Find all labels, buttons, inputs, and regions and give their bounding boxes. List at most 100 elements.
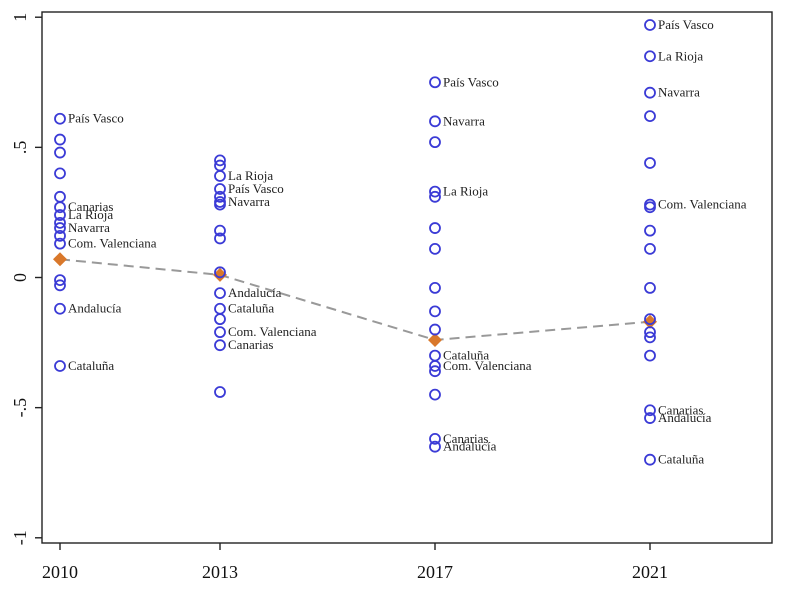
data-point [429, 136, 441, 149]
y-tick-label: .5 [10, 141, 30, 155]
data-point [54, 229, 66, 242]
data-point-label: Canarias [658, 402, 703, 417]
data-point [54, 201, 66, 214]
data-point-label: Navarra [443, 113, 485, 128]
data-point [429, 115, 441, 128]
data-point-label: Navarra [658, 85, 700, 100]
data-point [429, 440, 441, 453]
data-point [214, 326, 226, 339]
data-point [54, 279, 66, 292]
mean-marker [643, 314, 657, 329]
data-point-label: Com. Valenciana [658, 197, 747, 212]
data-point-label: Cataluña [68, 358, 114, 373]
data-point [644, 86, 656, 99]
data-point [644, 282, 656, 294]
data-point [214, 232, 226, 245]
data-point-label: País Vasco [658, 17, 714, 32]
data-point [429, 282, 441, 294]
data-point [54, 209, 66, 221]
y-tick-label: -.5 [10, 398, 30, 418]
data-point [644, 331, 656, 344]
data-point [214, 302, 226, 315]
data-point [54, 360, 66, 372]
data-point [54, 216, 66, 229]
data-point [429, 305, 441, 318]
data-point [214, 266, 226, 279]
mean-line [59, 258, 651, 341]
mean-trend [53, 252, 657, 347]
data-point [429, 388, 441, 401]
data-point [644, 224, 656, 237]
data-point-label: La Rioja [228, 168, 273, 183]
data-point [214, 386, 226, 398]
data-point [644, 453, 656, 466]
data-point [644, 201, 656, 214]
y-tick-label: -1 [10, 530, 30, 545]
data-point [214, 190, 226, 203]
data-point [214, 287, 226, 300]
data-point-label: Cataluña [443, 348, 489, 363]
data-point-label: Navarra [68, 220, 110, 235]
x-tick-label: 2017 [417, 562, 453, 582]
data-point [644, 157, 656, 169]
mean-marker [428, 332, 442, 347]
data-point [429, 185, 441, 198]
data-point [54, 146, 66, 159]
data-point-label: La Rioja [658, 48, 703, 63]
data-point-label: Andalucía [228, 285, 282, 300]
y-tick-label: 1 [10, 13, 30, 22]
data-point [214, 154, 226, 167]
data-point [429, 365, 441, 378]
data-point [644, 50, 656, 63]
data-point [54, 302, 66, 315]
data-point [429, 76, 441, 89]
data-point [644, 242, 656, 255]
data-point-label: País Vasco [68, 111, 124, 126]
data-point [429, 222, 441, 234]
mean-marker [53, 252, 67, 267]
data-point-label: País Vasco [228, 181, 284, 196]
data-point [54, 222, 66, 234]
data-point [54, 112, 66, 125]
data-point [54, 167, 66, 180]
data-point [429, 360, 441, 372]
data-point [54, 237, 66, 250]
data-point [54, 274, 66, 287]
data-point-label: Canarias [228, 337, 273, 352]
data-point-label: Cataluña [228, 301, 274, 316]
data-point [644, 19, 656, 31]
data-point-label: Com. Valenciana [443, 358, 532, 373]
data-point-label: País Vasco [443, 74, 499, 89]
data-point-label: La Rioja [443, 184, 488, 199]
data-point [54, 133, 66, 146]
data-point-label: Andalucía [68, 301, 122, 316]
data-point [214, 224, 226, 237]
data-point [429, 190, 441, 203]
data-point [429, 432, 441, 445]
data-point-label: Com. Valenciana [68, 236, 157, 251]
data-point-label: Andalucía [443, 439, 497, 454]
data-point-label: La Rioja [68, 207, 113, 222]
x-tick-label: 2013 [202, 562, 238, 582]
data-point-label: Cataluña [658, 452, 704, 467]
data-point [214, 170, 226, 182]
data-point-label: Andalucía [658, 410, 712, 425]
data-point [644, 412, 656, 424]
x-tick-label: 2010 [42, 562, 78, 582]
data-point [429, 323, 441, 336]
x-tick-label: 2021 [632, 562, 668, 582]
data-point [214, 313, 226, 326]
y-tick-label: 0 [10, 273, 30, 282]
data-point [644, 110, 656, 123]
data-point [214, 198, 226, 211]
data-point-label: Com. Valenciana [228, 324, 317, 339]
data-point [214, 339, 226, 352]
data-point-label: Canarias [443, 431, 488, 446]
data-points [54, 19, 656, 466]
data-point [54, 190, 66, 203]
data-point [644, 349, 656, 362]
data-point-label: Canarias [68, 199, 113, 214]
data-point [429, 349, 441, 362]
